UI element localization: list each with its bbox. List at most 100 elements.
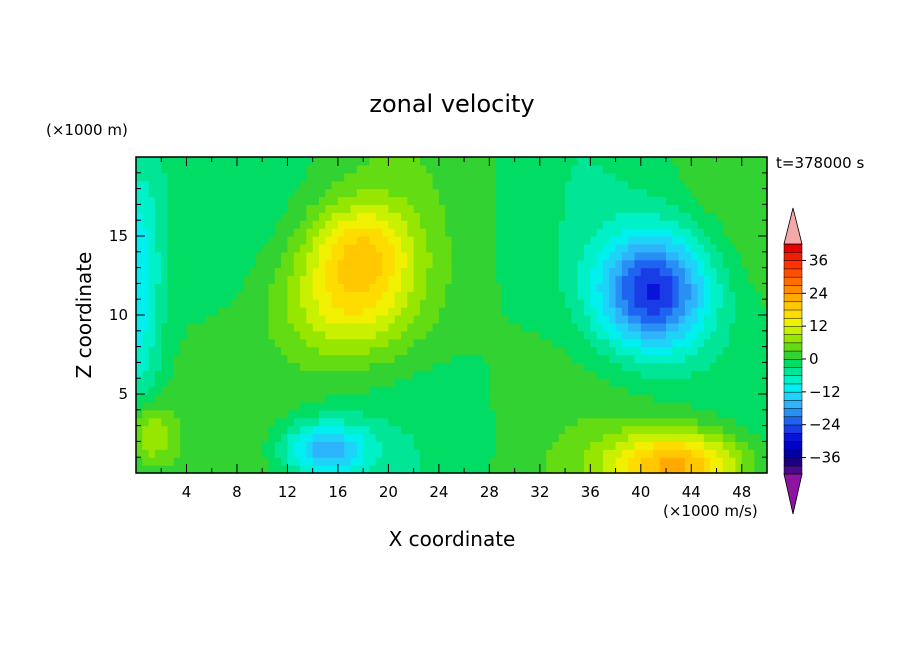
field-cell [218, 251, 225, 261]
field-cell [312, 449, 320, 458]
field-cell [672, 196, 680, 205]
field-cell [401, 236, 408, 245]
field-cell [527, 188, 535, 198]
field-cell [382, 322, 389, 332]
field-cell [369, 449, 377, 458]
field-cell [306, 417, 314, 427]
field-cell [432, 212, 440, 221]
field-cell [691, 386, 699, 395]
field-cell [255, 378, 263, 387]
field-cell [186, 164, 194, 174]
field-cell [205, 346, 213, 356]
field-cell [432, 243, 440, 253]
field-cell [640, 465, 648, 474]
field-cell [684, 307, 692, 316]
field-cell [722, 378, 730, 387]
field-cell [262, 259, 270, 269]
field-cell [697, 378, 705, 387]
colorbar-tick-label: −24 [809, 416, 841, 434]
field-cell [703, 251, 711, 261]
field-cell [514, 465, 522, 474]
field-cell [634, 251, 642, 261]
field-cell [173, 378, 181, 387]
field-cell [142, 291, 150, 300]
field-cell [476, 275, 484, 284]
field-cell [382, 204, 389, 213]
field-cell [230, 243, 238, 253]
field-cell [363, 386, 371, 395]
field-cell [401, 243, 408, 253]
field-cell [703, 172, 711, 182]
field-cell [154, 164, 162, 174]
field-cell [615, 172, 623, 182]
field-cell [691, 409, 699, 419]
field-cell [287, 425, 295, 435]
field-cell [211, 394, 219, 403]
field-cell [489, 220, 497, 229]
field-cell [659, 441, 667, 450]
field-cell [684, 157, 692, 166]
field-cell [426, 346, 434, 356]
field-cell [136, 212, 143, 221]
field-cell [375, 370, 383, 379]
field-cell [268, 433, 276, 442]
field-cell [192, 267, 200, 277]
field-cell [678, 465, 686, 474]
field-cell [205, 465, 213, 474]
field-cell [394, 370, 402, 379]
field-cell [274, 457, 282, 466]
field-cell [539, 180, 547, 190]
field-cell [539, 315, 547, 324]
field-cell [211, 259, 219, 269]
colorbar-swatch [783, 408, 803, 418]
field-cell [546, 180, 554, 190]
field-cell [691, 228, 699, 237]
field-cell [262, 267, 270, 277]
field-cell [710, 425, 718, 435]
field-cell [621, 220, 629, 229]
field-cell [470, 449, 478, 458]
field-cell [722, 307, 730, 316]
field-cell [584, 394, 591, 403]
field-cell [697, 322, 705, 332]
field-cell [666, 417, 673, 427]
field-cell [407, 180, 415, 190]
field-cell [318, 409, 326, 419]
field-cell [716, 346, 724, 356]
field-cell [318, 370, 326, 379]
field-cell [438, 267, 446, 277]
field-cell [161, 449, 169, 458]
field-cell [754, 354, 762, 363]
field-cell [640, 315, 648, 324]
field-cell [760, 275, 768, 284]
field-cell [748, 220, 755, 229]
field-cell [154, 386, 162, 395]
field-cell [255, 322, 263, 332]
field-cell [666, 157, 673, 166]
field-cell [218, 275, 225, 284]
field-cell [344, 307, 352, 316]
field-cell [167, 307, 175, 316]
field-cell [760, 386, 768, 395]
field-cell [760, 394, 768, 403]
field-cell [230, 283, 238, 292]
field-cell [186, 433, 194, 442]
field-cell [539, 338, 547, 348]
field-cell [684, 283, 692, 292]
field-cell [293, 251, 301, 261]
field-cell [577, 338, 585, 348]
field-cell [672, 251, 680, 261]
field-cell [432, 228, 440, 237]
field-cell [615, 251, 623, 261]
field-cell [401, 378, 408, 387]
field-cell [602, 291, 610, 300]
field-cell [287, 220, 295, 229]
field-cell [754, 330, 762, 340]
field-cell [729, 267, 737, 277]
field-cell [684, 465, 692, 474]
field-cell [186, 322, 194, 332]
field-cell [590, 236, 598, 245]
field-cell [224, 164, 232, 174]
field-cell [697, 394, 705, 403]
field-cell [356, 204, 364, 213]
